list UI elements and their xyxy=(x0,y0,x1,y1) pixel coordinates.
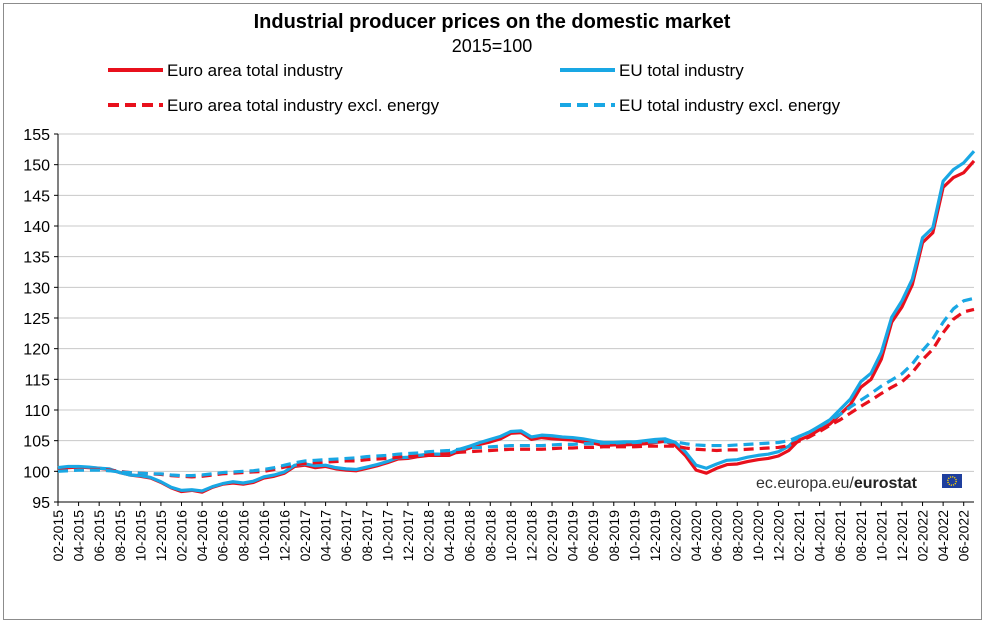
legend-item-1: EU total industry xyxy=(560,61,744,80)
series-layer xyxy=(57,150,976,494)
x-tick-label: 12-2015 xyxy=(153,510,169,562)
x-tick-label: 06-2015 xyxy=(91,510,107,562)
gridlines xyxy=(58,133,974,503)
x-tick-label: 08-2021 xyxy=(853,510,869,562)
x-tick-label: 12-2020 xyxy=(770,510,786,562)
axes xyxy=(57,134,974,503)
x-tick-label: 08-2017 xyxy=(359,510,375,562)
x-tick-label: 04-2022 xyxy=(935,510,951,562)
source-brand: eurostat xyxy=(854,475,918,492)
x-tick-label: 04-2018 xyxy=(441,510,457,562)
chart-title: Industrial producer prices on the domest… xyxy=(254,11,731,33)
legend-label: EU total industry excl. energy xyxy=(619,96,841,115)
y-tick-label: 95 xyxy=(32,495,50,512)
x-tick-label: 04-2021 xyxy=(812,510,828,562)
x-tick-label: 12-2018 xyxy=(523,510,539,562)
x-tick-label: 04-2015 xyxy=(71,510,87,562)
y-tick-label: 120 xyxy=(23,342,50,359)
y-tick-label: 145 xyxy=(23,188,50,205)
y-tick-label: 125 xyxy=(23,311,50,328)
eu-flag-icon xyxy=(942,474,962,488)
x-tick-label: 10-2019 xyxy=(626,510,642,562)
x-tick-label: 08-2019 xyxy=(606,510,622,562)
x-tick-label: 06-2017 xyxy=(338,510,354,562)
x-tick-label: 12-2017 xyxy=(400,510,416,562)
series-line-3 xyxy=(57,296,975,478)
y-axis-ticks: 95 100 105 110 115 120 125 130 135 140 145 150 155 xyxy=(23,127,58,512)
x-tick-label: 12-2019 xyxy=(647,510,663,562)
legend-label: EU total industry xyxy=(619,61,744,80)
x-tick-label: 08-2016 xyxy=(235,510,251,562)
x-tick-label: 02-2018 xyxy=(421,510,437,562)
x-tick-label: 02-2021 xyxy=(791,510,807,562)
x-tick-label: 06-2016 xyxy=(215,510,231,562)
x-tick-label: 08-2018 xyxy=(482,510,498,562)
chart-subtitle: 2015=100 xyxy=(452,36,533,56)
x-axis-ticks: 02-2015 04-2015 06-2015 08-2015 10-2015 12-20… xyxy=(50,502,972,561)
x-tick-label: 02-2020 xyxy=(668,510,684,562)
legend-item-2: Euro area total industry excl. energy xyxy=(108,96,440,115)
x-tick-label: 10-2015 xyxy=(132,510,148,562)
x-tick-label: 06-2022 xyxy=(956,510,972,562)
chart-frame xyxy=(3,3,982,620)
legend-item-3: EU total industry excl. energy xyxy=(560,96,841,115)
legend: Euro area total industry EU total indust… xyxy=(108,61,841,115)
x-tick-label: 04-2019 xyxy=(565,510,581,562)
x-tick-label: 10-2020 xyxy=(750,510,766,562)
legend-item-0: Euro area total industry xyxy=(108,61,343,80)
x-tick-label: 04-2016 xyxy=(194,510,210,562)
x-tick-label: 12-2021 xyxy=(894,510,910,562)
x-tick-label: 02-2019 xyxy=(544,510,560,562)
series-line-0 xyxy=(57,159,976,494)
x-tick-label: 06-2021 xyxy=(832,510,848,562)
y-tick-label: 115 xyxy=(24,372,50,389)
x-tick-label: 02-2022 xyxy=(915,510,931,562)
x-tick-label: 10-2017 xyxy=(379,510,395,562)
x-tick-label: 06-2020 xyxy=(709,510,725,562)
x-tick-label: 06-2019 xyxy=(585,510,601,562)
series-line-1 xyxy=(57,150,976,493)
legend-label: Euro area total industry xyxy=(167,61,343,80)
x-tick-label: 10-2021 xyxy=(873,510,889,562)
x-tick-label: 06-2018 xyxy=(462,510,478,562)
y-tick-label: 105 xyxy=(23,434,50,451)
x-tick-label: 12-2016 xyxy=(276,510,292,562)
x-tick-label: 04-2020 xyxy=(688,510,704,562)
y-tick-label: 100 xyxy=(23,464,50,481)
y-tick-label: 150 xyxy=(23,158,50,175)
y-tick-label: 130 xyxy=(23,280,50,297)
svg-text:ec.europa.eu/eurostat: ec.europa.eu/eurostat xyxy=(756,475,918,492)
y-tick-label: 135 xyxy=(23,250,50,267)
x-tick-label: 02-2015 xyxy=(50,510,66,562)
legend-label: Euro area total industry excl. energy xyxy=(167,96,440,115)
y-tick-label: 140 xyxy=(23,219,50,236)
series-line-2 xyxy=(57,307,975,479)
x-tick-label: 10-2016 xyxy=(256,510,272,562)
source-label: ec.europa.eu/eurostat xyxy=(756,474,962,492)
x-tick-label: 08-2015 xyxy=(112,510,128,562)
x-tick-label: 02-2016 xyxy=(174,510,190,562)
x-tick-label: 08-2020 xyxy=(729,510,745,562)
y-tick-label: 110 xyxy=(24,403,50,420)
x-tick-label: 02-2017 xyxy=(297,510,313,562)
source-prefix: ec.europa.eu/ xyxy=(756,475,854,492)
y-tick-label: 155 xyxy=(23,127,50,144)
x-tick-label: 04-2017 xyxy=(318,510,334,562)
x-tick-label: 10-2018 xyxy=(503,510,519,562)
